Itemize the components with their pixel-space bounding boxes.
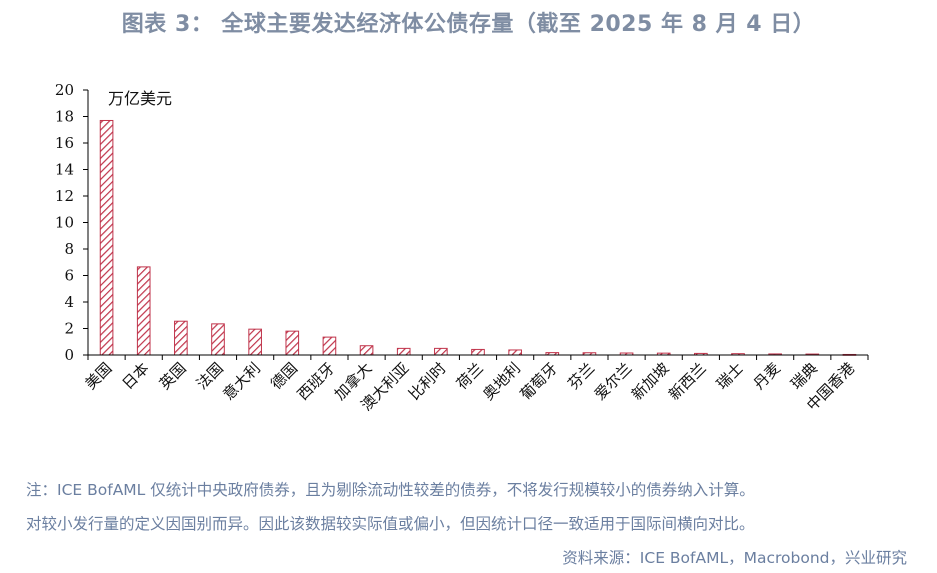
bar-1 bbox=[99, 119, 114, 356]
bar-8 bbox=[359, 345, 374, 356]
x-tick-label: 新加坡 bbox=[628, 359, 673, 404]
y-tick-label: 12 bbox=[55, 187, 74, 205]
y-tick-label: 0 bbox=[64, 346, 74, 364]
x-tick-label: 美国 bbox=[81, 359, 115, 393]
x-tick-label: 西班牙 bbox=[294, 359, 339, 404]
bar-4 bbox=[211, 323, 225, 356]
bar-2 bbox=[136, 266, 151, 356]
y-tick-label: 4 bbox=[64, 293, 74, 311]
y-tick-label: 14 bbox=[55, 161, 74, 179]
x-tick-label: 丹麦 bbox=[750, 359, 784, 393]
note-line-2: 对较小发行量的定义因国别而异。因此该数据较实际值或偏小，但因统计口径一致适用于国… bbox=[26, 515, 755, 533]
bar-3 bbox=[174, 320, 188, 356]
x-tick-label: 奥地利 bbox=[479, 359, 524, 404]
bar-5 bbox=[248, 328, 262, 356]
y-tick-label: 8 bbox=[64, 240, 74, 258]
y-axis: 0 2 4 6 8 10 12 14 16 18 20 bbox=[55, 81, 89, 364]
x-tick-label: 日本 bbox=[119, 359, 153, 393]
x-tick-label: 意大利 bbox=[219, 359, 264, 404]
unit-label: 万亿美元 bbox=[108, 89, 172, 108]
y-tick-label: 10 bbox=[55, 214, 74, 232]
x-tick-label: 比利时 bbox=[405, 359, 450, 404]
y-tick-label: 6 bbox=[64, 267, 74, 285]
y-tick-label: 2 bbox=[64, 320, 74, 338]
note-line-1: 注：ICE BofAML 仅统计中央政府债券，且为剔除流动性较差的债券，不将发行… bbox=[26, 481, 755, 499]
bar-11 bbox=[471, 348, 485, 356]
figure-title: 图表 3： 全球主要发达经济体公债存量（截至 2025 年 8 月 4 日） bbox=[121, 12, 816, 37]
bar-10 bbox=[434, 347, 448, 356]
bar-12 bbox=[508, 349, 522, 356]
bar-6 bbox=[285, 330, 300, 356]
bar-7 bbox=[322, 336, 337, 356]
x-tick-label: 英国 bbox=[156, 359, 190, 393]
x-tick-label: 新西兰 bbox=[665, 359, 710, 404]
y-tick-label: 20 bbox=[55, 81, 74, 99]
y-tick-label: 18 bbox=[55, 108, 74, 126]
x-tick-label: 爱尔兰 bbox=[591, 359, 636, 404]
bars bbox=[99, 119, 857, 356]
x-tick-label: 葡萄牙 bbox=[517, 359, 562, 404]
bar-9 bbox=[396, 347, 411, 356]
x-tick-label: 瑞士 bbox=[713, 359, 747, 393]
source-text: 资料来源：ICE BofAML，Macrobond，兴业研究 bbox=[562, 549, 907, 567]
y-tick-label: 16 bbox=[55, 134, 74, 152]
